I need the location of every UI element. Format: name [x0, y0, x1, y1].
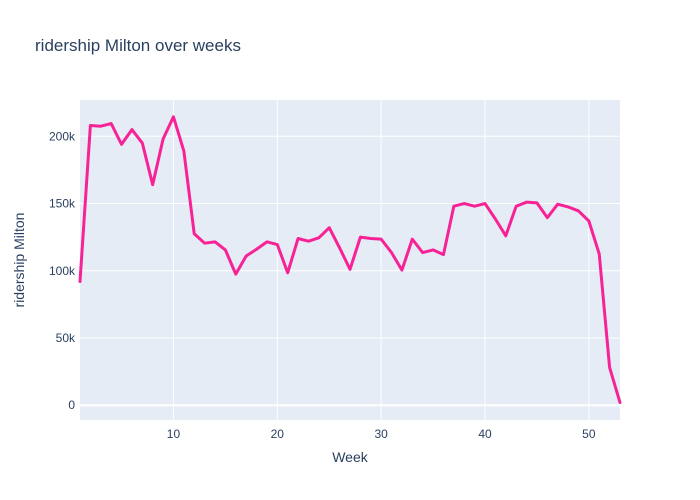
- chart-title: ridership Milton over weeks: [35, 36, 241, 55]
- series-line: [78, 115, 622, 405]
- y-tick-label: 0: [68, 398, 75, 412]
- series-group: [78, 115, 622, 405]
- x-tick-label: 10: [167, 427, 181, 441]
- y-tick-label: 50k: [56, 331, 76, 345]
- y-tick-label: 200k: [49, 129, 76, 143]
- y-tick-label: 100k: [49, 264, 76, 278]
- plot-area: [80, 100, 620, 420]
- x-tick-label: 50: [582, 427, 596, 441]
- x-tick-label: 30: [374, 427, 388, 441]
- y-axis-ticks: 0 50k 100k 150k 200k: [49, 129, 76, 412]
- x-tick-label: 20: [271, 427, 285, 441]
- x-axis-ticks: 10 20 30 40 50: [167, 427, 596, 441]
- x-axis-title: Week: [332, 449, 369, 465]
- y-tick-label: 150k: [49, 197, 76, 211]
- y-axis-title: ridership Milton: [11, 213, 27, 308]
- x-tick-label: 40: [478, 427, 492, 441]
